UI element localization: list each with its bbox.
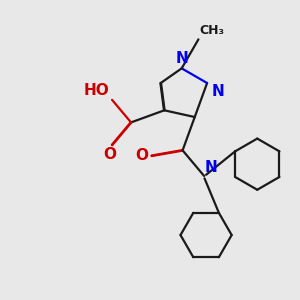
Text: N: N [176, 51, 188, 66]
Text: N: N [205, 160, 218, 175]
Text: N: N [212, 84, 225, 99]
Text: O: O [103, 147, 117, 162]
Text: CH₃: CH₃ [200, 24, 225, 38]
Text: O: O [135, 148, 148, 163]
Text: HO: HO [83, 83, 109, 98]
